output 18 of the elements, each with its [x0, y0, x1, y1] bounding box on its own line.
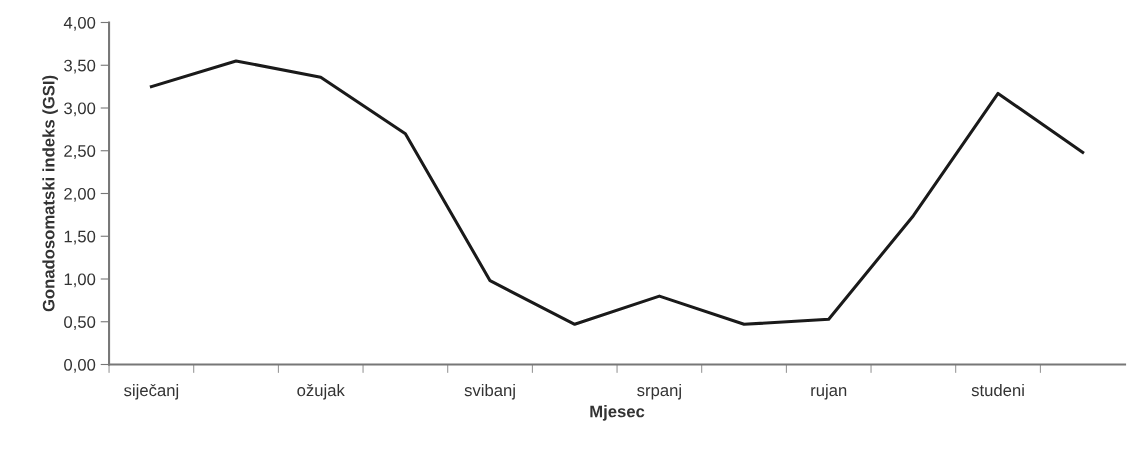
y-tick-label: 0,00 [64, 358, 96, 373]
y-tick-label: 4,00 [63, 16, 96, 31]
x-tick-label: studeni [971, 383, 1024, 397]
y-tick-label: 2,00 [64, 187, 96, 202]
x-tick-label: rujan [811, 383, 847, 400]
x-tick-label: svibanj [464, 383, 515, 400]
y-tick-label: 3,00 [64, 102, 96, 117]
y-tick-label: 1,00 [64, 273, 96, 288]
y-tick-label: 0,50 [64, 316, 96, 330]
y-tick-label: 1,50 [64, 230, 96, 245]
x-axis-title: Mjesec [590, 405, 645, 421]
x-tick-label: siječanj [124, 383, 179, 400]
x-tick-label: srpanj [637, 383, 681, 400]
x-tick-label: ožujak [297, 383, 345, 400]
line-series [149, 59, 1085, 326]
y-axis-title: Gonadosomatski indeks (GSI) [42, 75, 58, 312]
y-tick-label: 2,50 [64, 145, 96, 159]
y-tick-label: 3,50 [64, 59, 96, 74]
